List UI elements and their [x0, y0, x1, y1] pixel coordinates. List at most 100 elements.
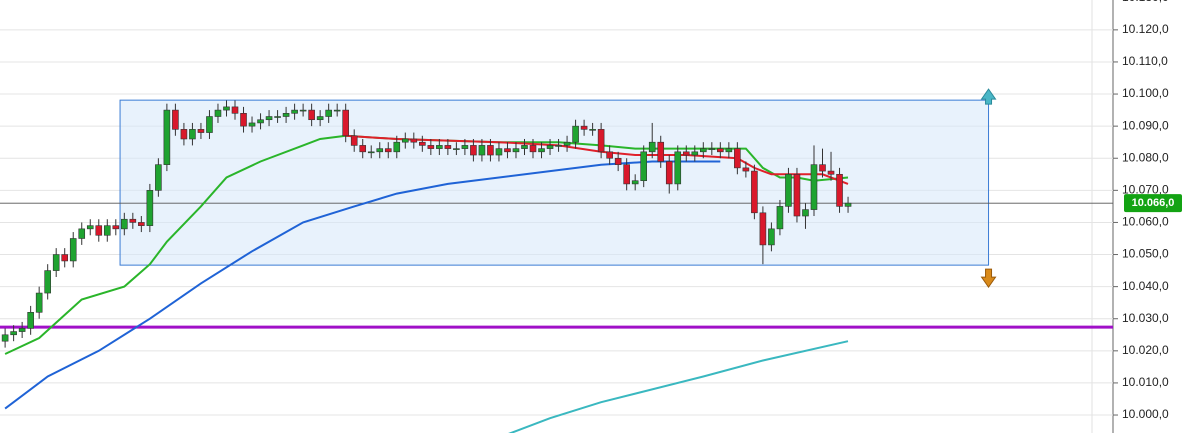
- candle-body: [61, 254, 69, 262]
- candle-body: [172, 109, 179, 130]
- candle-body: [274, 116, 281, 118]
- candle-body: [427, 145, 435, 149]
- candle-body: [521, 145, 528, 149]
- candle-body: [674, 151, 682, 185]
- y-tick-label: 10.020,0: [1122, 343, 1169, 357]
- candle-body: [844, 202, 852, 207]
- candle-body: [461, 145, 469, 149]
- candle-body: [308, 109, 315, 121]
- candle-body: [691, 151, 699, 156]
- y-tick-label: 10.070,0: [1122, 183, 1169, 197]
- candle-body: [657, 141, 665, 162]
- candle-body: [367, 151, 375, 154]
- y-tick-label: 10.060,0: [1122, 215, 1169, 229]
- y-tick-label: 10.010,0: [1122, 375, 1169, 389]
- candle-body: [734, 148, 741, 169]
- candle-body: [538, 148, 545, 153]
- candle-body: [614, 157, 622, 165]
- candle-body: [751, 170, 758, 214]
- down-arrow: [980, 268, 997, 288]
- y-tick-label: 10.050,0: [1122, 247, 1169, 261]
- candle-body: [316, 116, 324, 121]
- candle-body: [648, 141, 656, 153]
- candle-body: [640, 151, 647, 182]
- candle-body: [717, 148, 724, 153]
- candle-body: [572, 125, 579, 143]
- candle-body: [18, 328, 26, 332]
- candle-body: [44, 270, 51, 294]
- y-tick-label: 10.130,0: [1122, 0, 1169, 4]
- candle-body: [121, 218, 128, 230]
- candle-body: [776, 206, 784, 230]
- candle-body: [27, 312, 34, 329]
- candle-body: [180, 129, 188, 140]
- candle-body: [682, 151, 690, 156]
- y-tick-label: 10.090,0: [1122, 118, 1169, 132]
- y-tick-label: 10.100,0: [1122, 86, 1169, 100]
- candle-body: [546, 145, 554, 149]
- candle-body: [69, 238, 77, 262]
- candle-body: [631, 180, 639, 185]
- y-tick-label: 10.040,0: [1122, 279, 1169, 293]
- candle-body: [580, 125, 588, 130]
- candle-body: [725, 148, 733, 153]
- candle-body: [793, 173, 801, 217]
- candle-body: [410, 138, 418, 143]
- candle-body: [802, 209, 809, 217]
- candle-body: [589, 129, 596, 131]
- candle-body: [444, 145, 452, 149]
- candle-body: [478, 145, 486, 156]
- candle-body: [1, 334, 9, 342]
- candle-body: [376, 148, 384, 153]
- candle-body: [129, 218, 137, 223]
- candle-body: [95, 225, 103, 236]
- candle-body: [419, 141, 426, 146]
- y-tick-label: 10.080,0: [1122, 150, 1169, 164]
- candle-body: [665, 161, 673, 185]
- candle-body: [257, 119, 264, 124]
- candle-body: [759, 212, 767, 246]
- candle-body: [504, 148, 511, 153]
- y-tick-label: 10.000,0: [1122, 407, 1169, 421]
- candle-body: [597, 129, 605, 153]
- candle-body: [742, 167, 750, 172]
- candle-body: [393, 141, 401, 153]
- candle-body: [563, 141, 571, 146]
- up-arrow: [980, 88, 997, 105]
- candle-body: [155, 164, 162, 191]
- candle-body: [35, 292, 43, 313]
- candle-body: [52, 254, 60, 271]
- y-tick-label: 10.110,0: [1122, 54, 1168, 68]
- candle-body: [836, 173, 843, 207]
- candle-body: [146, 190, 154, 226]
- candle-body: [700, 148, 707, 153]
- candle-body: [333, 109, 341, 112]
- candle-body: [359, 145, 367, 153]
- candle-body: [487, 145, 494, 156]
- candle-body: [138, 222, 145, 226]
- candle-body: [623, 164, 630, 185]
- candle-body: [248, 122, 256, 127]
- y-tick-label: 10.120,0: [1122, 22, 1169, 36]
- candle-body: [470, 145, 477, 156]
- candle-body: [189, 129, 196, 140]
- candle-body: [529, 145, 537, 153]
- candle-body: [197, 129, 205, 133]
- last-price-label: 10.066,0: [1132, 197, 1175, 209]
- candle-body: [384, 148, 392, 153]
- candle-body: [112, 225, 120, 230]
- candle-body: [436, 145, 443, 149]
- candle-body: [265, 116, 273, 121]
- moving-average: [508, 340, 849, 433]
- candle-body: [231, 106, 239, 114]
- candle-body: [103, 225, 111, 236]
- candle-body: [86, 225, 94, 230]
- candle-body: [350, 135, 358, 146]
- candle-body: [819, 164, 826, 172]
- candle-body: [342, 109, 349, 137]
- candle-body: [214, 109, 222, 117]
- candle-body: [163, 109, 171, 165]
- candle-body: [291, 109, 298, 114]
- candle-body: [453, 148, 460, 150]
